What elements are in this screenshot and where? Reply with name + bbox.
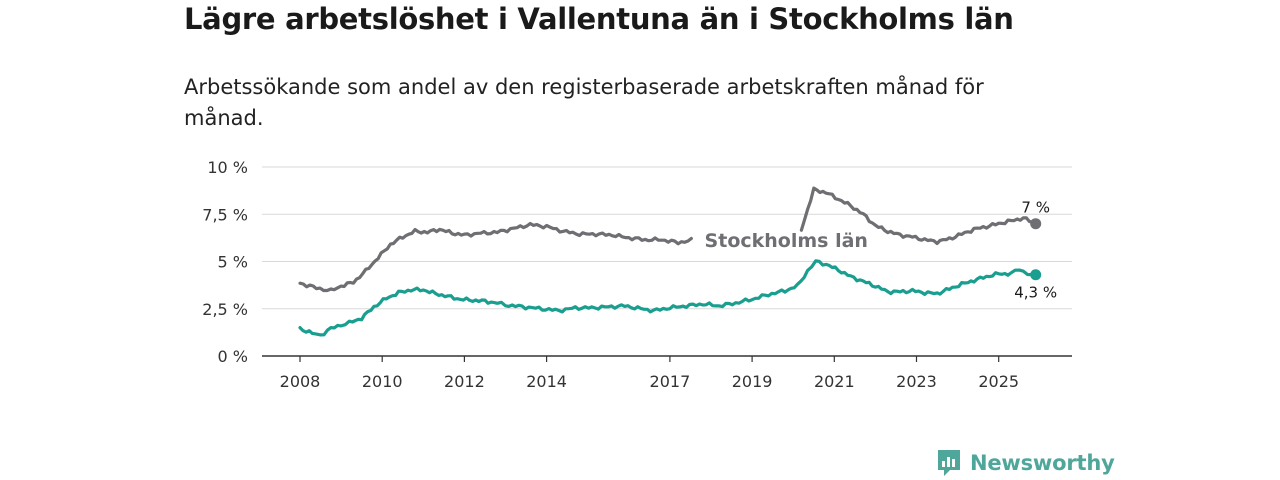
x-tick-label: 2025 [978, 372, 1019, 391]
grid-lines [262, 166, 1072, 310]
series-line-vallentuna [298, 259, 1038, 337]
x-tick-label: 2010 [362, 372, 403, 391]
newsworthy-logo-icon [938, 450, 960, 476]
x-tick-label: 2019 [732, 372, 773, 391]
x-tick-label: 2023 [896, 372, 937, 391]
x-tick-label: 2014 [526, 372, 567, 391]
series-end-label: 4,3 % [1014, 284, 1057, 302]
x-tick-label: 2017 [650, 372, 691, 391]
x-axis-ticks: 2008 2010 2012 2014 2017 2019 2021 2023 2025 [280, 356, 1019, 391]
y-tick-label: 2,5 % [202, 300, 248, 319]
y-tick-label: 7,5 % [202, 205, 248, 224]
y-tick-label: 10 % [207, 158, 248, 177]
series-labels: 7 % Stockholms län 4,3 % [705, 199, 1058, 302]
chart-title: Lägre arbetslöshet i Vallentuna än i Sto… [184, 2, 1014, 36]
y-axis-ticks: 0 % 2,5 % 5 % 7,5 % 10 % [202, 158, 248, 366]
series-lines [298, 186, 1042, 337]
x-tick-label: 2012 [444, 372, 485, 391]
series-end-point [1030, 269, 1042, 281]
series-label-stockholms-län: Stockholms län [705, 230, 868, 252]
y-tick-label: 5 % [218, 253, 248, 272]
line-chart: 0 % 2,5 % 5 % 7,5 % 10 % 2008 2010 2012 2014 201… [202, 158, 1072, 391]
x-tick-label: 2021 [814, 372, 855, 391]
newsworthy-brand[interactable]: Newsworthy [936, 448, 1115, 478]
series-end-point [1030, 218, 1042, 230]
chart-subtitle: Arbetssökande som andel av den registerb… [184, 75, 984, 130]
brand-name: Newsworthy [970, 451, 1115, 475]
series-end-label: 7 % [1021, 199, 1050, 217]
series-line-stockholms-län [298, 186, 1038, 293]
y-tick-label: 0 % [218, 347, 248, 366]
x-tick-label: 2008 [280, 372, 321, 391]
